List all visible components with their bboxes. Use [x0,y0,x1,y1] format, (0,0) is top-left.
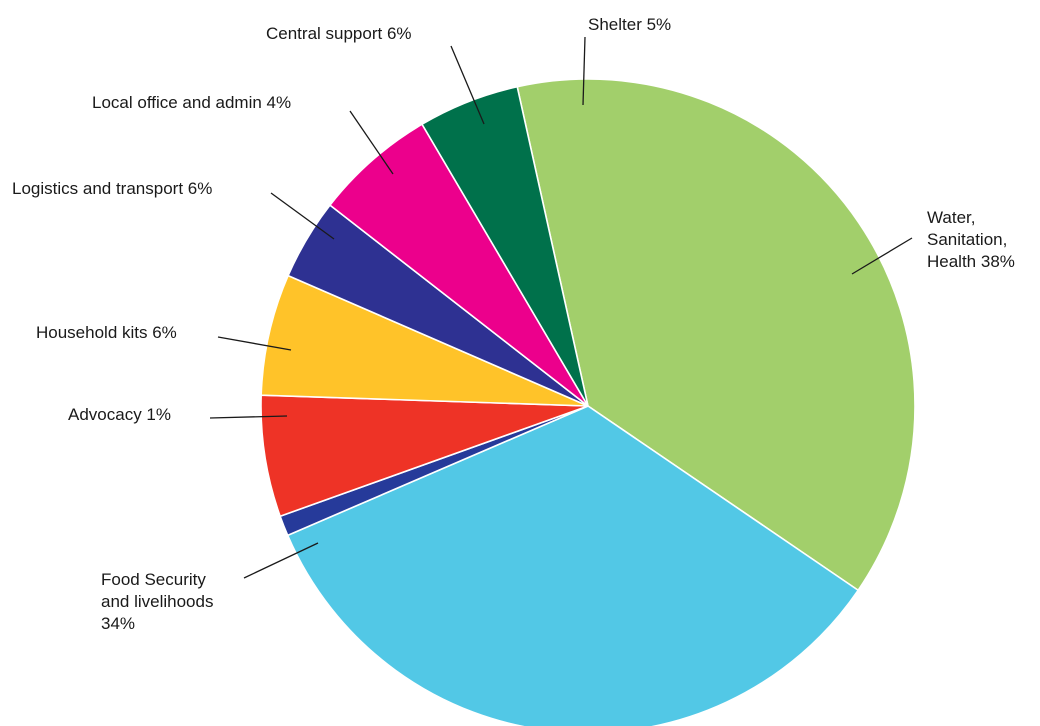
slice-labels: Water, Sanitation, Health 38% Food Security… [12,15,1015,633]
slice-label-line: Logistics and transport 6% [12,179,212,198]
slice-label-line: Health 38% [927,252,1015,271]
pie-slice-household-kits [260,394,589,518]
slice-label-household-kits: Household kits 6% [36,323,177,342]
leader-line-shelter [582,36,586,106]
pie-slices [260,78,916,726]
leader-lines [209,36,913,579]
leader-line-central-support [450,45,485,125]
leader-line-local-office-and-admin [349,110,394,175]
leader-line-advocacy [209,415,288,419]
slice-label-food-security-and-livelihoods: Food Security and livelihoods 34% [101,570,213,633]
slice-label-line: and livelihoods [101,592,213,611]
slice-label-water-sanitation-health: Water, Sanitation, Health 38% [927,208,1015,271]
leader-line-water-sanitation-health [851,237,913,275]
slice-label-line: Household kits 6% [36,323,177,342]
slice-label-line: Local office and admin 4% [92,93,291,112]
pie-slice-logistics-and-transport [260,274,589,407]
pie-slice-shelter [420,85,589,407]
slice-label-central-support: Central support 6% [266,24,412,43]
leader-line-food-security-and-livelihoods [243,542,319,579]
slice-label-line: Food Security [101,570,206,589]
leader-line-logistics-and-transport [270,192,335,240]
slice-label-local-office-and-admin: Local office and admin 4% [92,93,291,112]
pie-slice-central-support [328,123,589,407]
slice-label-line: Advocacy 1% [68,405,171,424]
slice-label-line: 34% [101,614,135,633]
slice-label-line: Shelter 5% [588,15,671,34]
leader-line-household-kits [217,336,292,351]
pie-slice-food-security-and-livelihoods [286,405,860,726]
slice-label-line: Sanitation, [927,230,1007,249]
slice-label-line: Central support 6% [266,24,412,43]
slice-label-line: Water, [927,208,976,227]
slice-label-shelter: Shelter 5% [588,15,671,34]
pie-slice-water-sanitation-health [516,78,916,592]
slice-label-logistics-and-transport: Logistics and transport 6% [12,179,212,198]
slice-label-advocacy: Advocacy 1% [68,405,171,424]
